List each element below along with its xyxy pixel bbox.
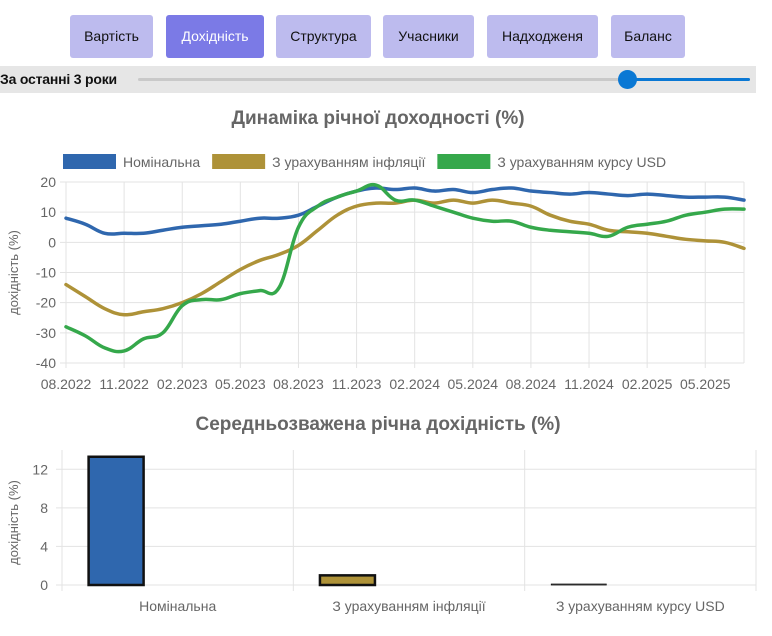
x-tick-label: 11.2023 <box>332 376 382 392</box>
bar <box>318 574 377 587</box>
series-line-1 <box>64 198 746 317</box>
y-tick-label: 0 <box>40 577 48 593</box>
x-tick-label: 05.2023 <box>215 376 266 392</box>
x-tick-label: 02.2024 <box>389 376 440 392</box>
y-tick-label: 12 <box>32 461 48 477</box>
tab-participants[interactable]: Учасники <box>383 15 474 58</box>
tab-value[interactable]: Вартість <box>70 15 153 58</box>
y-tick-label: -20 <box>36 295 56 311</box>
tab-contributions[interactable]: Надходженя <box>487 15 598 58</box>
series-line-0 <box>64 186 746 236</box>
x-tick-label: 02.2023 <box>157 376 208 392</box>
chart-title: Динаміка річної доходності (%) <box>231 108 524 129</box>
y-tick-label: -30 <box>36 325 56 341</box>
x-tick-label: 11.2024 <box>564 376 614 392</box>
x-tick-label: З урахуванням інфляції <box>332 598 485 614</box>
x-tick-label: 08.2023 <box>273 376 324 392</box>
period-range-bar: За останні 3 роки <box>0 66 756 93</box>
legend-swatch <box>63 154 116 169</box>
x-tick-label: 05.2024 <box>447 376 498 392</box>
y-tick-label: 8 <box>40 500 48 516</box>
weighted-returns-bar-chart: Середньозважена річна дохідність (%) 12 8 4… <box>6 414 757 614</box>
x-tick-label: З урахуванням курсу USD <box>556 598 725 614</box>
chart-title: Середньозважена річна дохідність (%) <box>195 414 560 435</box>
y-tick-label: -40 <box>36 355 56 371</box>
period-label: За останні 3 роки <box>0 71 117 87</box>
y-tick-label: 0 <box>48 234 56 250</box>
legend-label: З урахуванням інфляції <box>272 154 425 170</box>
tab-structure[interactable]: Структура <box>276 15 371 58</box>
series-line-2 <box>64 182 746 354</box>
legend-label: З урахуванням курсу USD <box>497 154 666 170</box>
y-axis-label: дохідність (%) <box>6 480 21 565</box>
y-tick-label: 4 <box>40 538 48 554</box>
legend-swatch <box>212 154 266 169</box>
legend-label: Номінальна <box>123 154 200 170</box>
x-tick-label: 08.2024 <box>506 376 557 392</box>
x-tick-label: 11.2022 <box>99 376 149 392</box>
x-tick-label: 02.2025 <box>622 376 673 392</box>
bar <box>550 583 607 586</box>
y-tick-label: -10 <box>36 265 56 281</box>
period-slider-track[interactable] <box>138 78 750 81</box>
x-tick-label: 05.2025 <box>680 376 731 392</box>
tab-returns[interactable]: Дохідність <box>166 15 264 58</box>
y-tick-label: 20 <box>40 174 56 190</box>
tab-balance[interactable]: Баланс <box>611 15 685 58</box>
bar <box>87 455 145 587</box>
period-slider-handle[interactable] <box>618 70 638 89</box>
annual-returns-line-chart: Динаміка річної доходності (%) Номінальна… <box>6 108 746 392</box>
y-tick-label: 10 <box>40 204 56 220</box>
y-axis-label: дохідність (%) <box>6 230 21 315</box>
legend-swatch <box>437 154 491 169</box>
x-tick-label: 08.2022 <box>41 376 92 392</box>
period-slider-fill <box>627 78 750 81</box>
x-tick-label: Номінальна <box>139 598 216 614</box>
